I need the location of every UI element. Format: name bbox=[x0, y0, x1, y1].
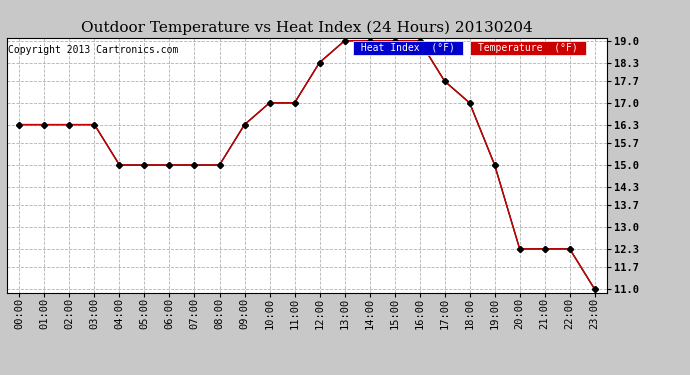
Text: Temperature  (°F): Temperature (°F) bbox=[472, 43, 584, 52]
Title: Outdoor Temperature vs Heat Index (24 Hours) 20130204: Outdoor Temperature vs Heat Index (24 Ho… bbox=[81, 21, 533, 35]
Text: Heat Index  (°F): Heat Index (°F) bbox=[355, 43, 461, 52]
Text: Copyright 2013 Cartronics.com: Copyright 2013 Cartronics.com bbox=[8, 45, 179, 55]
